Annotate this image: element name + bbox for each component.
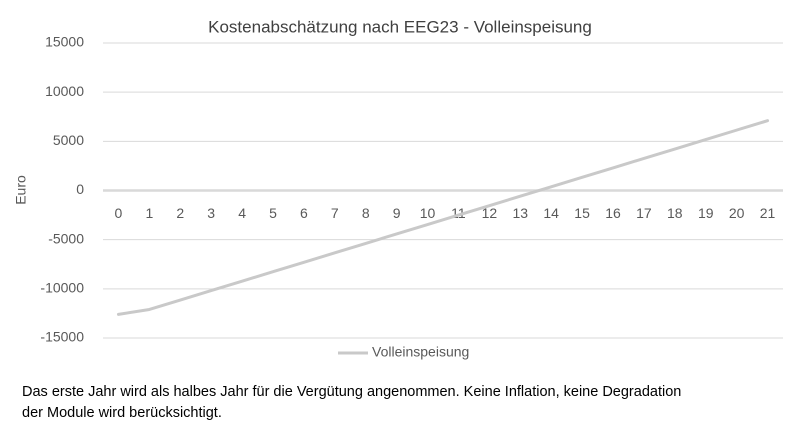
x-tick-label: 12 xyxy=(482,205,498,221)
y-tick-label: -5000 xyxy=(48,230,84,246)
x-tick-label: 13 xyxy=(512,205,528,221)
footnote: Das erste Jahr wird als halbes Jahr für … xyxy=(22,384,681,400)
x-tick-label: 20 xyxy=(729,205,745,221)
x-tick-label: 1 xyxy=(145,205,153,221)
y-tick-label: 10000 xyxy=(45,83,84,99)
x-tick-label: 4 xyxy=(238,205,246,221)
x-tick-label: 7 xyxy=(331,205,339,221)
x-tick-label: 14 xyxy=(543,205,559,221)
x-tick-label: 21 xyxy=(760,205,776,221)
y-tick-label: 0 xyxy=(76,181,84,197)
y-tick-label: 15000 xyxy=(45,34,84,50)
y-axis-label: Euro xyxy=(13,175,29,205)
y-tick-label: 5000 xyxy=(53,132,84,148)
x-tick-label: 10 xyxy=(420,205,436,221)
x-tick-label: 3 xyxy=(207,205,215,221)
footnote: der Module wird berücksichtigt. xyxy=(22,405,222,421)
legend-label: Volleinspeisung xyxy=(372,344,469,360)
x-tick-label: 2 xyxy=(176,205,184,221)
x-tick-label: 18 xyxy=(667,205,683,221)
x-tick-label: 17 xyxy=(636,205,652,221)
line-series xyxy=(116,119,770,316)
x-tick-label: 15 xyxy=(574,205,590,221)
chart-title: Kostenabschätzung nach EEG23 - Volleinsp… xyxy=(208,17,592,36)
x-tick-label: 0 xyxy=(115,205,123,221)
y-tick-label: -15000 xyxy=(40,329,84,345)
x-tick-label: 5 xyxy=(269,205,277,221)
x-tick-label: 6 xyxy=(300,205,308,221)
y-tick-label: -10000 xyxy=(40,280,84,296)
x-tick-label: 9 xyxy=(393,205,401,221)
x-tick-label: 16 xyxy=(605,205,621,221)
x-tick-label: 8 xyxy=(362,205,370,221)
x-tick-label: 19 xyxy=(698,205,714,221)
